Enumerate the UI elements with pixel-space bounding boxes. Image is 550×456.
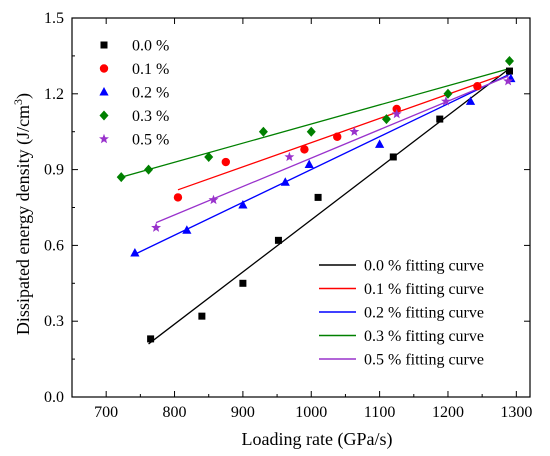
- data-point: [314, 193, 322, 201]
- data-point: [333, 132, 342, 141]
- x-tick-label: 1100: [364, 404, 395, 421]
- fit-line: [148, 68, 510, 345]
- legend-line-label: 0.1 % fitting curve: [364, 281, 484, 298]
- data-point: [503, 75, 514, 86]
- legend-line-label: 0.2 % fitting curve: [364, 305, 484, 322]
- data-point: [208, 194, 219, 205]
- legend-label: 0.0 %: [132, 38, 169, 55]
- y-axis: 0.0 0.3 0.6 0.9 1.2 1.5: [44, 10, 530, 406]
- data-point: [130, 247, 140, 257]
- data-point: [436, 115, 444, 123]
- x-tick-label: 1200: [432, 404, 464, 421]
- legend-line-label: 0.3 % fitting curve: [364, 328, 484, 345]
- legend-marker: [99, 87, 109, 96]
- data-point: [504, 55, 514, 66]
- y-tick-label: 0.3: [44, 313, 64, 330]
- legend-label: 0.1 %: [132, 61, 169, 78]
- y-axis-title-end: ): [13, 93, 34, 99]
- data-point: [274, 236, 282, 244]
- y-tick-label: 1.5: [44, 10, 64, 27]
- x-tick-label: 900: [231, 404, 255, 421]
- data-points: [116, 55, 516, 343]
- legend-marker: [99, 133, 109, 144]
- x-tick-label: 1000: [295, 404, 327, 421]
- y-tick-label: 0.9: [44, 162, 64, 179]
- y-axis-title-main: Dissipated energy density (J/cm: [13, 105, 34, 335]
- legend-marker: [99, 64, 109, 73]
- fit-line: [121, 67, 510, 178]
- data-point: [280, 177, 290, 186]
- legend-marker: [100, 41, 108, 49]
- x-axis-title: Loading rate (GPa/s): [242, 429, 393, 450]
- legend-line-label: 0.5 % fitting curve: [364, 352, 484, 369]
- legend-fitting-curves: 0.0 % fitting curve 0.1 % fitting curve 0.…: [319, 258, 484, 369]
- legend-markers: 0.0 % 0.1 % 0.2 % 0.3 % 0.5 %: [99, 38, 169, 149]
- legend-line-label: 0.0 % fitting curve: [364, 258, 484, 275]
- data-point: [258, 126, 268, 137]
- data-point: [173, 193, 183, 202]
- y-axis-title-superscript: 3: [11, 99, 25, 105]
- fit-line: [134, 73, 512, 255]
- x-tick-label: 700: [94, 404, 118, 421]
- fit-line: [155, 75, 509, 224]
- x-tick-label: 1300: [500, 404, 532, 421]
- data-point: [238, 199, 248, 209]
- y-axis-title: Dissipated energy density (J/cm3): [11, 93, 34, 335]
- data-point: [443, 88, 453, 99]
- data-point: [198, 312, 206, 320]
- data-point: [204, 151, 214, 162]
- x-tick-label: 800: [163, 404, 187, 421]
- y-tick-label: 0.0: [44, 389, 64, 406]
- data-point: [182, 225, 192, 234]
- y-tick-label: 1.2: [44, 86, 64, 103]
- legend-label: 0.2 %: [132, 85, 169, 102]
- fit-lines: [121, 67, 512, 345]
- data-point: [116, 172, 126, 183]
- data-point: [349, 126, 360, 136]
- legend-label: 0.3 %: [132, 108, 169, 125]
- data-point: [144, 164, 154, 175]
- data-point: [375, 139, 385, 148]
- data-point: [389, 153, 397, 161]
- data-point: [465, 96, 476, 105]
- data-point: [284, 151, 295, 162]
- legend-label: 0.5 %: [132, 132, 169, 149]
- data-point: [505, 67, 513, 75]
- data-point: [300, 145, 309, 154]
- data-point: [147, 335, 155, 343]
- data-point: [473, 82, 482, 91]
- x-axis: 700 800 900 1000 1100 1200 1300: [71, 18, 532, 421]
- data-point: [381, 114, 391, 125]
- data-point: [440, 96, 451, 106]
- data-point: [306, 126, 316, 137]
- y-tick-label: 0.6: [44, 237, 64, 254]
- legend-marker: [99, 110, 109, 121]
- data-point: [151, 222, 162, 232]
- data-point: [304, 159, 314, 169]
- data-point: [239, 279, 247, 287]
- data-point: [221, 157, 231, 167]
- data-point: [391, 108, 402, 119]
